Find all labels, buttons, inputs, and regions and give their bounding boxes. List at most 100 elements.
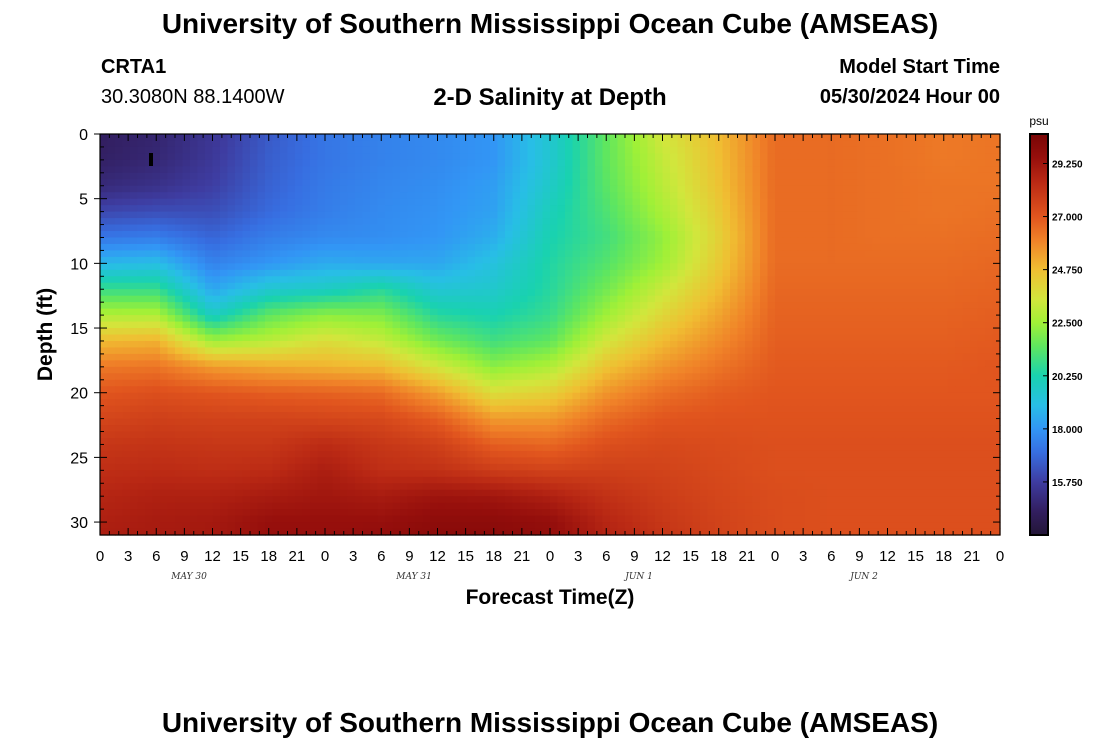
heatmap-cell [520,146,529,155]
heatmap-cell [632,146,641,155]
heatmap-cell [415,373,424,381]
heatmap-cell [707,321,716,329]
heatmap-cell [152,340,161,349]
heatmap-cell [152,250,161,258]
heatmap-cell [640,379,649,387]
heatmap-cell [737,340,746,349]
heatmap-cell [295,276,304,284]
heatmap-cell [452,218,461,226]
heatmap-cell [445,321,454,329]
heatmap-cell [662,282,671,290]
heatmap-cell [925,159,934,167]
heatmap-cell [445,295,454,303]
heatmap-cell [902,282,911,290]
heatmap-cell [962,366,971,374]
heatmap-cell [962,198,971,206]
heatmap-cell [917,140,926,148]
heatmap-cell [325,308,334,316]
heatmap-cell [910,153,919,161]
heatmap-cell [445,399,454,407]
heatmap-cell [160,353,169,361]
heatmap-cell [272,237,281,245]
heatmap-cell [977,366,986,374]
heatmap-cell [535,353,544,361]
heatmap-cell [400,205,409,213]
heatmap-cell [445,334,454,342]
heatmap-cell [347,328,356,336]
heatmap-cell [842,250,851,258]
heatmap-cell [707,289,716,297]
heatmap-cell [767,282,776,290]
heatmap-cell [895,172,904,180]
heatmap-cell [910,276,919,284]
heatmap-cell [737,205,746,213]
heatmap-cell [850,373,859,381]
heatmap-cell [340,243,349,252]
heatmap-cell [220,218,229,226]
heatmap-cell [692,302,701,310]
heatmap-cell [317,315,326,323]
heatmap-cell [970,366,979,374]
heatmap-cell [632,373,641,381]
heatmap-cell [947,289,956,297]
heatmap-cell [505,295,514,303]
heatmap-cell [947,159,956,167]
heatmap-cell [677,172,686,180]
heatmap-cell [287,224,296,232]
heatmap-cell [265,347,274,355]
heatmap-cell [145,315,154,323]
heatmap-cell [362,276,371,284]
heatmap-cell [820,386,829,394]
heatmap-cell [107,256,116,264]
heatmap-cell [242,237,251,245]
heatmap-cell [145,386,154,394]
heatmap-cell [527,289,536,297]
heatmap-cell [805,192,814,200]
heatmap-cell [182,231,191,239]
heatmap-cell [115,328,124,336]
heatmap-cell [910,315,919,323]
heatmap-cell [955,224,964,232]
heatmap-cell [797,224,806,232]
heatmap-cell [332,237,341,245]
heatmap-cell [272,250,281,258]
heatmap-cell [970,159,979,167]
heatmap-cell [805,328,814,336]
heatmap-cell [145,295,154,303]
heatmap-cell [595,198,604,206]
heatmap-cell [430,153,439,161]
heatmap-cell [167,321,176,329]
heatmap-cell [992,192,1001,200]
heatmap-cell [370,366,379,374]
heatmap-cell [212,334,221,342]
heatmap-cell [370,205,379,213]
heatmap-cell [535,386,544,394]
heatmap-cell [250,153,259,161]
heatmap-cell [542,295,551,303]
heatmap-cell [692,198,701,206]
heatmap-cell [325,172,334,180]
heatmap-cell [610,205,619,213]
heatmap-cell [527,205,536,213]
heatmap-cell [640,340,649,349]
heatmap-cell [392,250,401,258]
heatmap-cell [137,185,146,193]
heatmap-cell [707,334,716,342]
heatmap-cell [902,315,911,323]
heatmap-cell [355,399,364,407]
heatmap-cell [482,198,491,206]
heatmap-cell [445,166,454,174]
heatmap-cell [430,269,439,277]
heatmap-cell [872,140,881,148]
heatmap-cell [565,153,574,161]
heatmap-cell [685,282,694,290]
heatmap-cell [617,243,626,252]
heatmap-cell [902,379,911,387]
heatmap-cell [205,256,214,264]
heatmap-cell [655,198,664,206]
heatmap-cell [287,289,296,297]
heatmap-cell [505,179,514,187]
heatmap-cell [115,153,124,161]
heatmap-cell [137,353,146,361]
heatmap-cell [100,360,109,368]
